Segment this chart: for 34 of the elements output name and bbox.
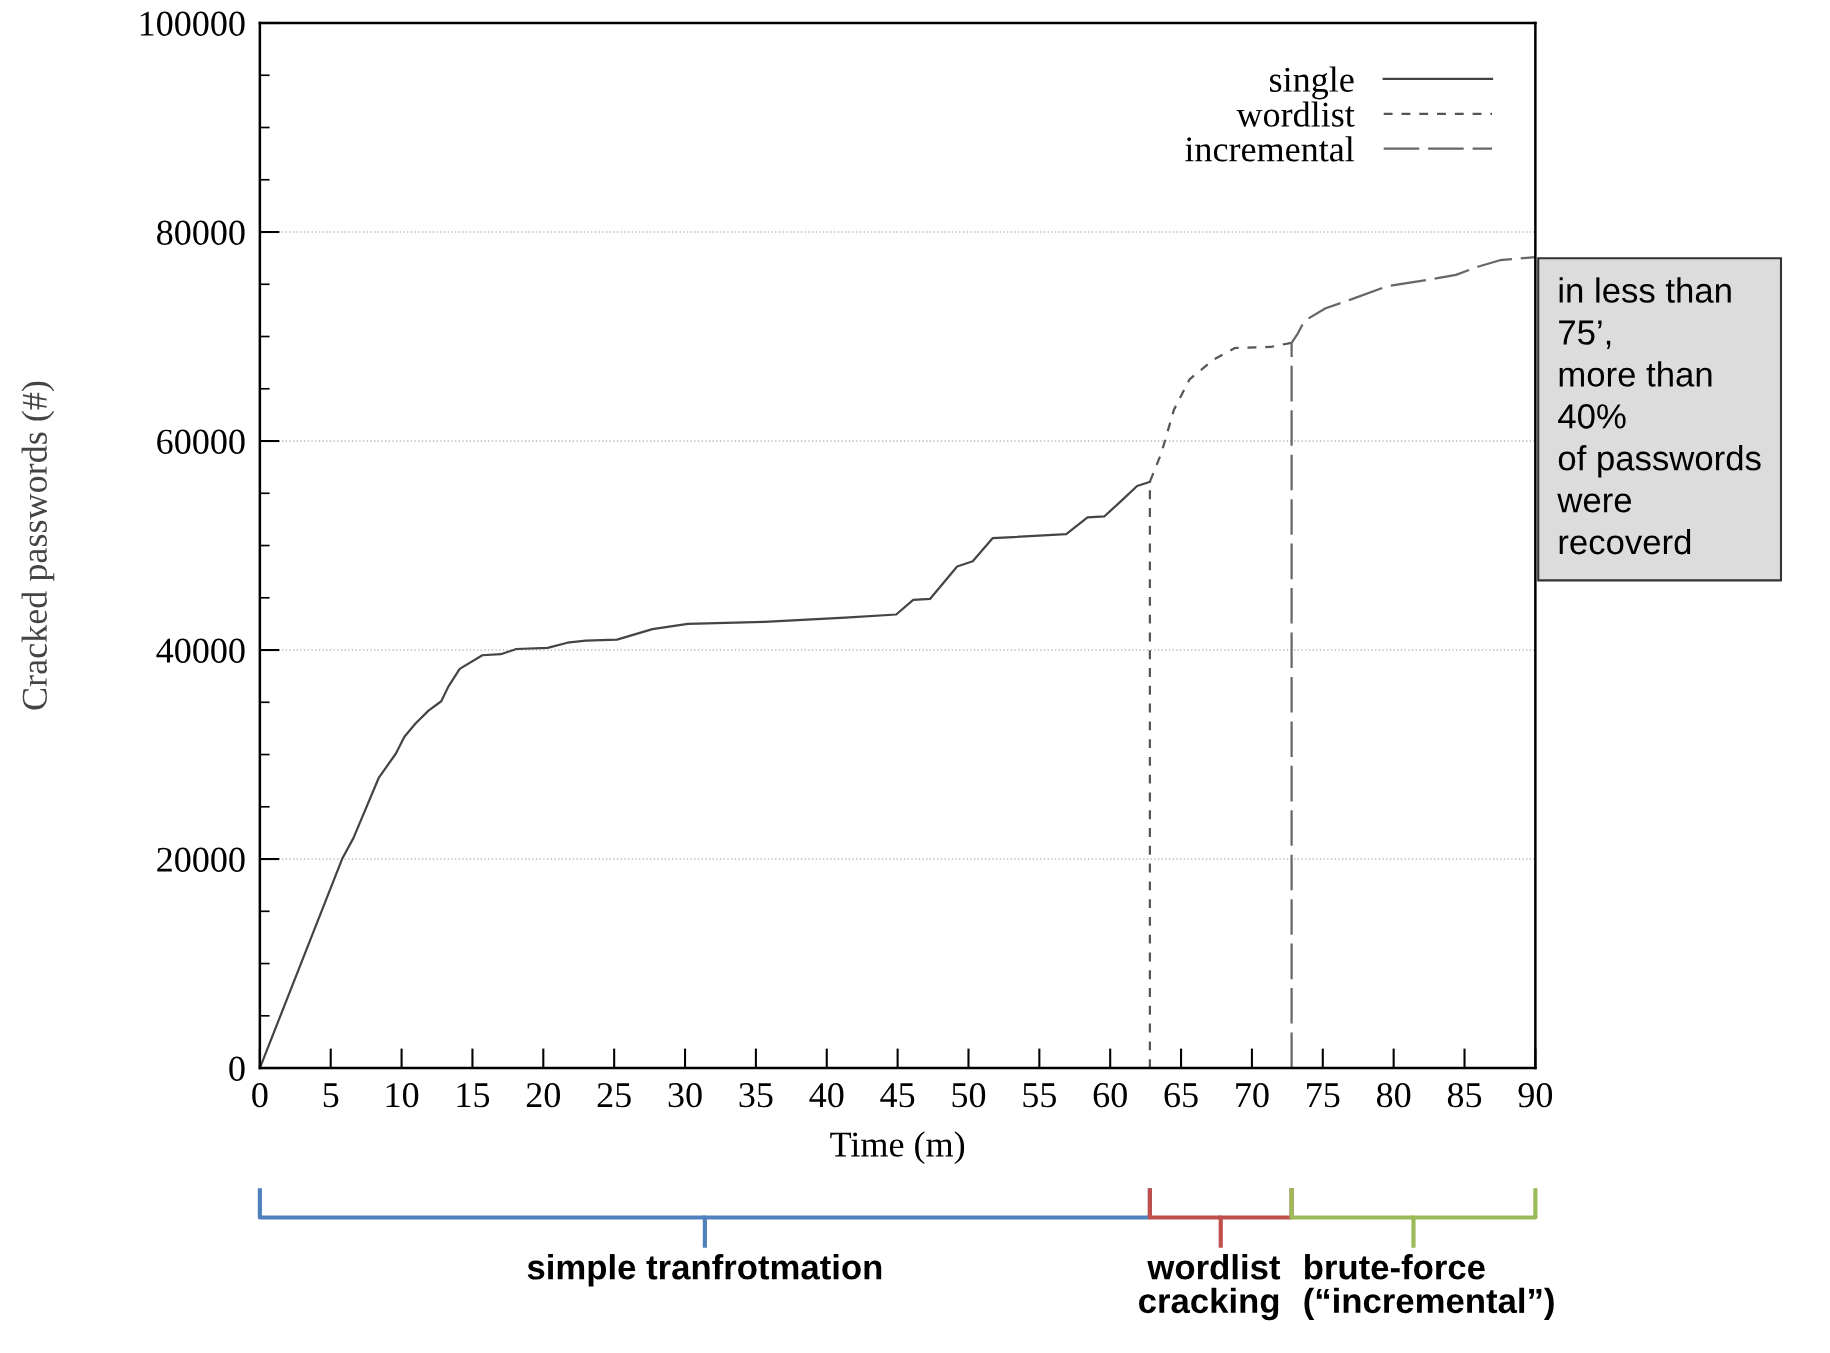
y-tick-label: 40000 bbox=[156, 638, 245, 663]
x-tick-label: 70 bbox=[1236, 1082, 1269, 1108]
y-tick-label: 100000 bbox=[140, 11, 245, 36]
legend-label: wordlist bbox=[1236, 101, 1355, 127]
text: in less than 75’, more than 40% of passwords were recoverd bbox=[1557, 277, 1761, 555]
x-tick-label: 35 bbox=[739, 1083, 773, 1108]
x-tick-label: 30 bbox=[668, 1082, 702, 1108]
x-tick-label: 65 bbox=[1164, 1083, 1198, 1108]
x-tick-label: 85 bbox=[1447, 1082, 1482, 1108]
x-tick-label: 40 bbox=[809, 1082, 844, 1108]
x-tick-label: 60 bbox=[1093, 1082, 1127, 1108]
x-tick-label: 45 bbox=[880, 1083, 915, 1108]
x-tick-label: 20 bbox=[526, 1082, 560, 1108]
x-tick-label: 15 bbox=[457, 1083, 490, 1108]
x-tick-label: 10 bbox=[386, 1082, 419, 1108]
text: simple tranfrotmation bbox=[527, 1254, 882, 1287]
x-tick-label: 50 bbox=[952, 1082, 986, 1108]
y-tick-label: 80000 bbox=[157, 220, 245, 245]
y-tick-label: 20000 bbox=[157, 847, 245, 872]
x-tick-label: 75 bbox=[1307, 1083, 1340, 1108]
x-tick-label: 55 bbox=[1023, 1083, 1056, 1108]
y-tick-label: 60000 bbox=[157, 429, 245, 454]
legend-label: incremental bbox=[1185, 136, 1355, 162]
legend-label: single bbox=[1270, 66, 1354, 100]
y-axis-title: Cracked passwords (#) bbox=[21, 381, 55, 710]
y-tick-label: 0 bbox=[229, 1056, 245, 1081]
x-tick-label: 80 bbox=[1376, 1082, 1411, 1108]
x-tick-label: 0 bbox=[252, 1082, 268, 1108]
x-tick-label: 25 bbox=[597, 1083, 631, 1108]
x-axis-title: Time (m) bbox=[830, 1131, 965, 1165]
x-tick-label: 5 bbox=[323, 1083, 339, 1108]
x-tick-label: 90 bbox=[1518, 1082, 1553, 1108]
text: wordlist cracking bbox=[1139, 1254, 1281, 1321]
text: brute-force (“incremental”) bbox=[1304, 1254, 1554, 1321]
